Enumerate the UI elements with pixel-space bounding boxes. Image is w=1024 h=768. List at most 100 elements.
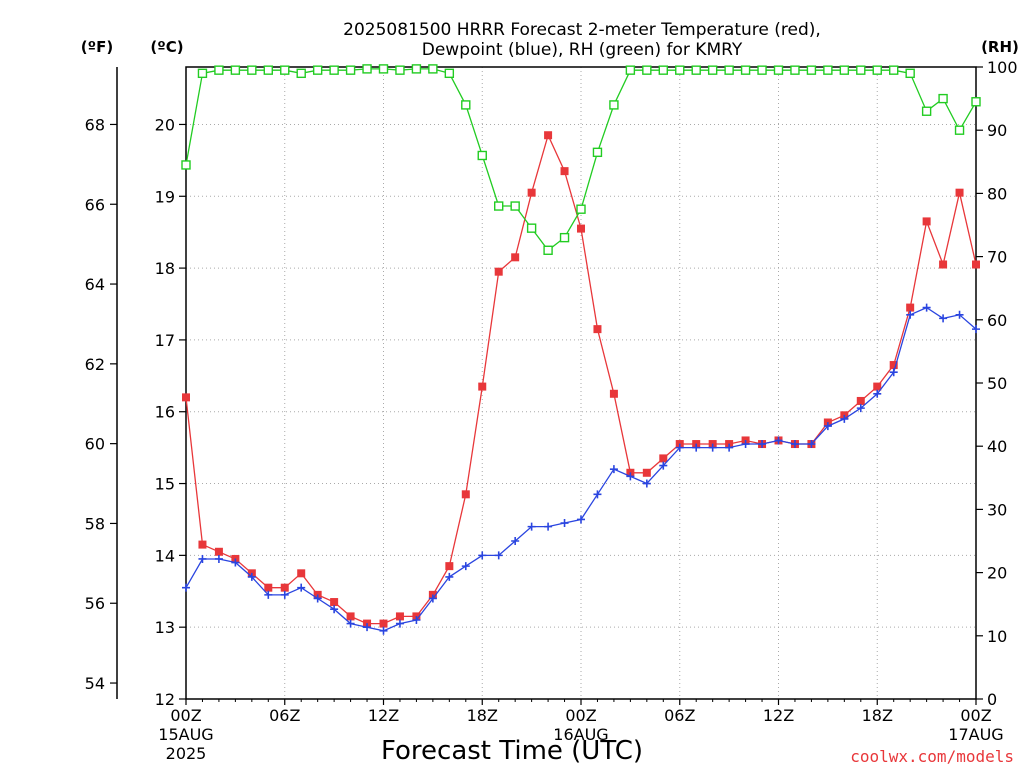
fahrenheit-tick-label: 64: [85, 275, 105, 294]
rh-point: [296, 68, 306, 79]
rh-point: [362, 64, 372, 74]
rh-point: [856, 65, 866, 75]
rh-point: [559, 232, 570, 243]
dewpoint-point: [494, 551, 503, 560]
date-label: 17AUG: [948, 725, 1003, 744]
dewpoint-point: [379, 626, 388, 635]
dewpoint-point: [642, 479, 651, 488]
rh-point: [625, 65, 636, 75]
temperature-point: [330, 598, 339, 607]
x-tick-label: 00Z: [170, 706, 201, 725]
temperature-point: [280, 583, 289, 592]
rh-tick-label: 40: [987, 437, 1007, 456]
celsius-tick-label: 12: [155, 690, 175, 709]
dewpoint-point: [708, 443, 717, 452]
rh-point: [757, 65, 767, 75]
rh-point: [823, 65, 833, 75]
rh-tick-label: 100: [987, 58, 1018, 77]
axes: 54 56 58 60 62 64 66 68 12 13 14 15 16 17 18 19 20 0 10 20 3…: [85, 58, 1018, 763]
rh-point: [938, 93, 948, 104]
dewpoint-point: [280, 590, 289, 599]
rh-point: [428, 64, 438, 74]
rh-point: [263, 65, 273, 75]
rh-point: [345, 65, 356, 75]
celsius-tick-label: 16: [155, 403, 175, 422]
temperature-point: [445, 562, 454, 571]
credit-text: coolwx.com/models: [850, 747, 1014, 766]
temperature-point: [873, 382, 882, 391]
celsius-tick-label: 17: [155, 331, 175, 350]
rh-point: [773, 65, 784, 75]
temperature-point: [955, 188, 964, 197]
rh-point: [905, 68, 915, 79]
dewpoint-series: [182, 303, 980, 635]
dewpoint-point: [593, 490, 602, 499]
dewpoint-point: [264, 590, 273, 599]
dewpoint-point: [725, 443, 734, 452]
rh-point: [197, 68, 208, 79]
rh-point: [658, 65, 668, 75]
dewpoint-point: [823, 422, 832, 431]
rh-point: [872, 65, 882, 75]
rh-tick-label: 70: [987, 248, 1007, 267]
rh-point: [592, 147, 603, 158]
temperature-point: [214, 547, 223, 556]
rh-point: [461, 100, 471, 110]
temperature-point: [939, 260, 948, 269]
dewpoint-point: [330, 605, 339, 614]
temperature-point: [264, 583, 273, 592]
dewpoint-point: [758, 440, 767, 449]
rh-point: [312, 65, 323, 75]
celsius-tick-label: 13: [155, 618, 175, 637]
fahrenheit-tick-label: 60: [85, 435, 105, 454]
dewpoint-point: [856, 404, 865, 413]
rh-point: [740, 65, 751, 75]
rh-point: [444, 68, 455, 79]
dewpoint-point: [231, 558, 240, 567]
dewpoint-point: [807, 440, 816, 449]
rh-point: [724, 65, 734, 75]
rh-tick-label: 30: [987, 500, 1007, 519]
rh-point: [839, 65, 850, 75]
x-axis-title: Forecast Time (UTC): [381, 736, 643, 766]
rh-point: [510, 201, 520, 211]
rh-point: [214, 65, 224, 75]
x-tick-label: 18Z: [862, 706, 893, 725]
dewpoint-point: [560, 519, 569, 528]
temperature-point: [544, 131, 553, 140]
temperature-point: [346, 612, 355, 621]
rh-point: [230, 65, 241, 75]
temperature-point: [972, 260, 980, 269]
rh-point: [494, 201, 504, 211]
dewpoint-point: [889, 368, 898, 377]
dewpoint-point: [790, 440, 799, 449]
rh-tick-label: 0: [987, 690, 997, 709]
dewpoint-point: [428, 594, 437, 603]
temperature-point: [461, 490, 470, 499]
dewpoint-point: [346, 619, 355, 628]
fahrenheit-tick-label: 66: [85, 195, 105, 214]
fahrenheit-tick-label: 68: [85, 115, 105, 134]
dewpoint-point: [363, 623, 372, 632]
dewpoint-point: [577, 515, 585, 524]
dewpoint-point: [955, 310, 964, 319]
dewpoint-line: [185, 306, 977, 632]
rh-point: [329, 65, 339, 75]
temperature-point: [577, 224, 585, 233]
dewpoint-point: [182, 583, 190, 592]
temperature-point: [889, 361, 898, 370]
dewpoint-point: [675, 443, 684, 452]
temperature-point: [659, 454, 668, 463]
temperature-point: [922, 217, 931, 226]
rh-tick-label: 80: [987, 184, 1007, 203]
rh-point: [707, 65, 718, 75]
rh-tick-label: 10: [987, 627, 1007, 646]
temperature-point: [511, 253, 520, 262]
rh-point: [411, 64, 422, 74]
temperature-point: [642, 468, 651, 477]
fahrenheit-tick-label: 58: [85, 514, 105, 533]
rh-point: [280, 65, 290, 75]
temperature-point: [527, 188, 536, 197]
dewpoint-point: [609, 465, 618, 474]
